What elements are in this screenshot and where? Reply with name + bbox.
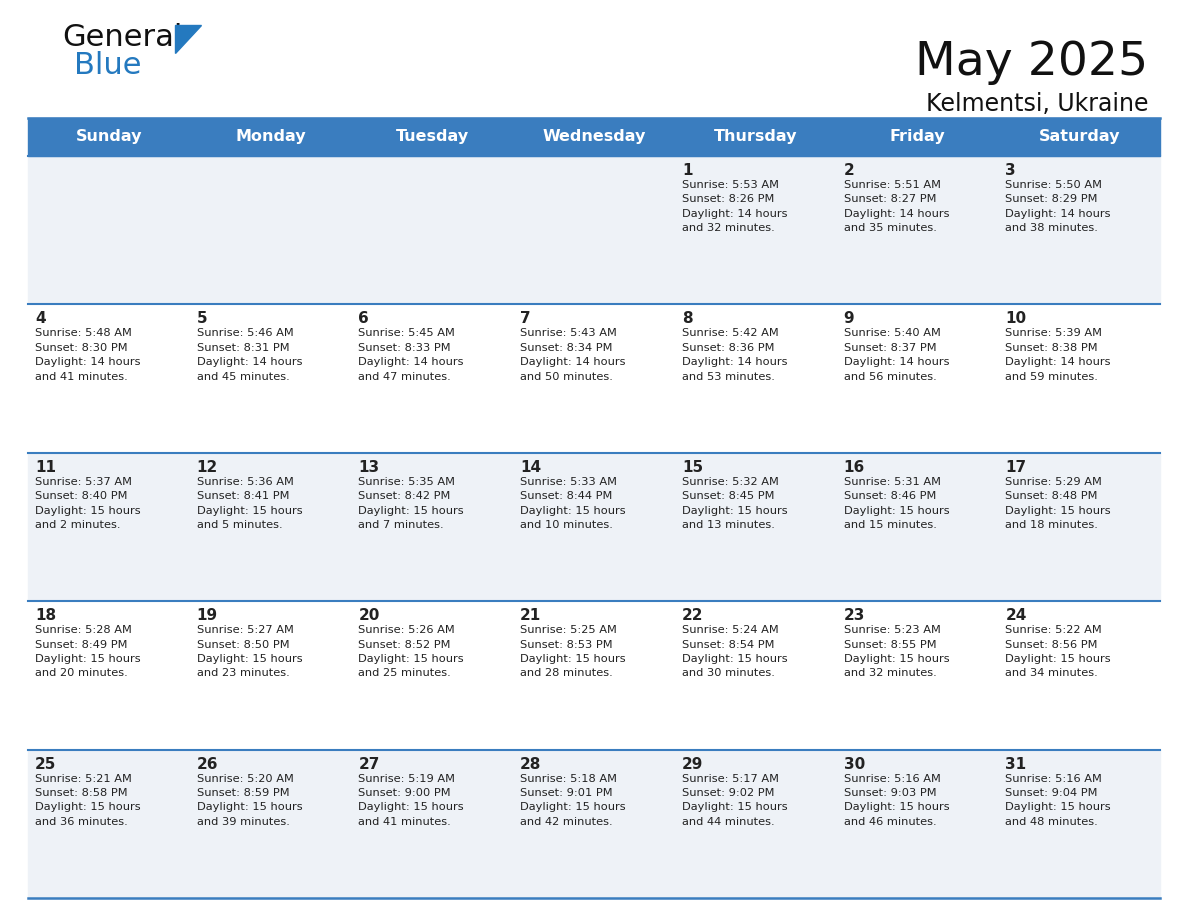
Bar	[29, 156, 1159, 305]
Text: Monday: Monday	[235, 129, 305, 144]
Text: Tuesday: Tuesday	[396, 129, 469, 144]
Text: Sunrise: 5:25 AM
Sunset: 8:53 PM
Daylight: 15 hours
and 28 minutes.: Sunrise: 5:25 AM Sunset: 8:53 PM Dayligh…	[520, 625, 626, 678]
Text: Sunrise: 5:40 AM
Sunset: 8:37 PM
Daylight: 14 hours
and 56 minutes.: Sunrise: 5:40 AM Sunset: 8:37 PM Dayligh…	[843, 329, 949, 382]
Text: 2: 2	[843, 163, 854, 178]
Text: Sunrise: 5:29 AM
Sunset: 8:48 PM
Daylight: 15 hours
and 18 minutes.: Sunrise: 5:29 AM Sunset: 8:48 PM Dayligh…	[1005, 476, 1111, 530]
Text: Sunrise: 5:26 AM
Sunset: 8:52 PM
Daylight: 15 hours
and 25 minutes.: Sunrise: 5:26 AM Sunset: 8:52 PM Dayligh…	[359, 625, 465, 678]
Text: 15: 15	[682, 460, 703, 475]
Text: Sunrise: 5:18 AM
Sunset: 9:01 PM
Daylight: 15 hours
and 42 minutes.: Sunrise: 5:18 AM Sunset: 9:01 PM Dayligh…	[520, 774, 626, 827]
Text: Sunrise: 5:53 AM
Sunset: 8:26 PM
Daylight: 14 hours
and 32 minutes.: Sunrise: 5:53 AM Sunset: 8:26 PM Dayligh…	[682, 180, 788, 233]
Text: 20: 20	[359, 609, 380, 623]
Polygon shape	[175, 25, 201, 53]
Text: 10: 10	[1005, 311, 1026, 327]
Text: Sunrise: 5:43 AM
Sunset: 8:34 PM
Daylight: 14 hours
and 50 minutes.: Sunrise: 5:43 AM Sunset: 8:34 PM Dayligh…	[520, 329, 626, 382]
Text: Sunrise: 5:16 AM
Sunset: 9:03 PM
Daylight: 15 hours
and 46 minutes.: Sunrise: 5:16 AM Sunset: 9:03 PM Dayligh…	[843, 774, 949, 827]
Text: Sunrise: 5:35 AM
Sunset: 8:42 PM
Daylight: 15 hours
and 7 minutes.: Sunrise: 5:35 AM Sunset: 8:42 PM Dayligh…	[359, 476, 465, 530]
Text: 3: 3	[1005, 163, 1016, 178]
Text: Sunrise: 5:24 AM
Sunset: 8:54 PM
Daylight: 15 hours
and 30 minutes.: Sunrise: 5:24 AM Sunset: 8:54 PM Dayligh…	[682, 625, 788, 678]
Text: 21: 21	[520, 609, 542, 623]
Text: 7: 7	[520, 311, 531, 327]
Text: 26: 26	[197, 756, 219, 772]
Text: Sunrise: 5:48 AM
Sunset: 8:30 PM
Daylight: 14 hours
and 41 minutes.: Sunrise: 5:48 AM Sunset: 8:30 PM Dayligh…	[34, 329, 140, 382]
Text: Sunrise: 5:20 AM
Sunset: 8:59 PM
Daylight: 15 hours
and 39 minutes.: Sunrise: 5:20 AM Sunset: 8:59 PM Dayligh…	[197, 774, 302, 827]
Text: Kelmentsi, Ukraine: Kelmentsi, Ukraine	[925, 92, 1148, 116]
Text: 1: 1	[682, 163, 693, 178]
Text: Sunrise: 5:16 AM
Sunset: 9:04 PM
Daylight: 15 hours
and 48 minutes.: Sunrise: 5:16 AM Sunset: 9:04 PM Dayligh…	[1005, 774, 1111, 827]
Text: Thursday: Thursday	[714, 129, 797, 144]
Text: 14: 14	[520, 460, 542, 475]
Text: 18: 18	[34, 609, 56, 623]
Text: Sunrise: 5:51 AM
Sunset: 8:27 PM
Daylight: 14 hours
and 35 minutes.: Sunrise: 5:51 AM Sunset: 8:27 PM Dayligh…	[843, 180, 949, 233]
Text: 8: 8	[682, 311, 693, 327]
Text: 30: 30	[843, 756, 865, 772]
Text: Sunrise: 5:28 AM
Sunset: 8:49 PM
Daylight: 15 hours
and 20 minutes.: Sunrise: 5:28 AM Sunset: 8:49 PM Dayligh…	[34, 625, 140, 678]
Text: Sunrise: 5:17 AM
Sunset: 9:02 PM
Daylight: 15 hours
and 44 minutes.: Sunrise: 5:17 AM Sunset: 9:02 PM Dayligh…	[682, 774, 788, 827]
Text: 9: 9	[843, 311, 854, 327]
Bar	[29, 750, 1159, 898]
Text: 19: 19	[197, 609, 217, 623]
Text: Sunrise: 5:36 AM
Sunset: 8:41 PM
Daylight: 15 hours
and 5 minutes.: Sunrise: 5:36 AM Sunset: 8:41 PM Dayligh…	[197, 476, 302, 530]
Text: Sunrise: 5:31 AM
Sunset: 8:46 PM
Daylight: 15 hours
and 15 minutes.: Sunrise: 5:31 AM Sunset: 8:46 PM Dayligh…	[843, 476, 949, 530]
Text: 6: 6	[359, 311, 369, 327]
Text: 28: 28	[520, 756, 542, 772]
Bar	[29, 118, 1159, 898]
Text: Sunrise: 5:42 AM
Sunset: 8:36 PM
Daylight: 14 hours
and 53 minutes.: Sunrise: 5:42 AM Sunset: 8:36 PM Dayligh…	[682, 329, 788, 382]
Text: Sunrise: 5:37 AM
Sunset: 8:40 PM
Daylight: 15 hours
and 2 minutes.: Sunrise: 5:37 AM Sunset: 8:40 PM Dayligh…	[34, 476, 140, 530]
Text: General: General	[62, 23, 183, 52]
Text: Sunrise: 5:33 AM
Sunset: 8:44 PM
Daylight: 15 hours
and 10 minutes.: Sunrise: 5:33 AM Sunset: 8:44 PM Dayligh…	[520, 476, 626, 530]
Text: Saturday: Saturday	[1038, 129, 1120, 144]
Text: Blue: Blue	[74, 51, 141, 80]
Text: Sunrise: 5:32 AM
Sunset: 8:45 PM
Daylight: 15 hours
and 13 minutes.: Sunrise: 5:32 AM Sunset: 8:45 PM Dayligh…	[682, 476, 788, 530]
Text: Wednesday: Wednesday	[542, 129, 646, 144]
Text: Sunrise: 5:21 AM
Sunset: 8:58 PM
Daylight: 15 hours
and 36 minutes.: Sunrise: 5:21 AM Sunset: 8:58 PM Dayligh…	[34, 774, 140, 827]
Text: 5: 5	[197, 311, 208, 327]
Text: 25: 25	[34, 756, 56, 772]
Text: 27: 27	[359, 756, 380, 772]
Text: 16: 16	[843, 460, 865, 475]
Text: May 2025: May 2025	[915, 40, 1148, 85]
Text: 12: 12	[197, 460, 217, 475]
Text: Sunrise: 5:39 AM
Sunset: 8:38 PM
Daylight: 14 hours
and 59 minutes.: Sunrise: 5:39 AM Sunset: 8:38 PM Dayligh…	[1005, 329, 1111, 382]
Text: 17: 17	[1005, 460, 1026, 475]
Bar	[29, 118, 1159, 156]
Text: Sunrise: 5:45 AM
Sunset: 8:33 PM
Daylight: 14 hours
and 47 minutes.: Sunrise: 5:45 AM Sunset: 8:33 PM Dayligh…	[359, 329, 465, 382]
Text: Sunrise: 5:50 AM
Sunset: 8:29 PM
Daylight: 14 hours
and 38 minutes.: Sunrise: 5:50 AM Sunset: 8:29 PM Dayligh…	[1005, 180, 1111, 233]
Text: 11: 11	[34, 460, 56, 475]
Text: Sunrise: 5:46 AM
Sunset: 8:31 PM
Daylight: 14 hours
and 45 minutes.: Sunrise: 5:46 AM Sunset: 8:31 PM Dayligh…	[197, 329, 302, 382]
Text: Friday: Friday	[890, 129, 946, 144]
Bar	[29, 453, 1159, 601]
Bar	[29, 601, 1159, 750]
Text: 22: 22	[682, 609, 703, 623]
Text: Sunrise: 5:23 AM
Sunset: 8:55 PM
Daylight: 15 hours
and 32 minutes.: Sunrise: 5:23 AM Sunset: 8:55 PM Dayligh…	[843, 625, 949, 678]
Bar	[29, 305, 1159, 453]
Text: 4: 4	[34, 311, 45, 327]
Text: Sunrise: 5:22 AM
Sunset: 8:56 PM
Daylight: 15 hours
and 34 minutes.: Sunrise: 5:22 AM Sunset: 8:56 PM Dayligh…	[1005, 625, 1111, 678]
Text: Sunrise: 5:27 AM
Sunset: 8:50 PM
Daylight: 15 hours
and 23 minutes.: Sunrise: 5:27 AM Sunset: 8:50 PM Dayligh…	[197, 625, 302, 678]
Text: Sunday: Sunday	[76, 129, 143, 144]
Text: 31: 31	[1005, 756, 1026, 772]
Text: 23: 23	[843, 609, 865, 623]
Text: 24: 24	[1005, 609, 1026, 623]
Text: Sunrise: 5:19 AM
Sunset: 9:00 PM
Daylight: 15 hours
and 41 minutes.: Sunrise: 5:19 AM Sunset: 9:00 PM Dayligh…	[359, 774, 465, 827]
Text: 13: 13	[359, 460, 379, 475]
Text: 29: 29	[682, 756, 703, 772]
